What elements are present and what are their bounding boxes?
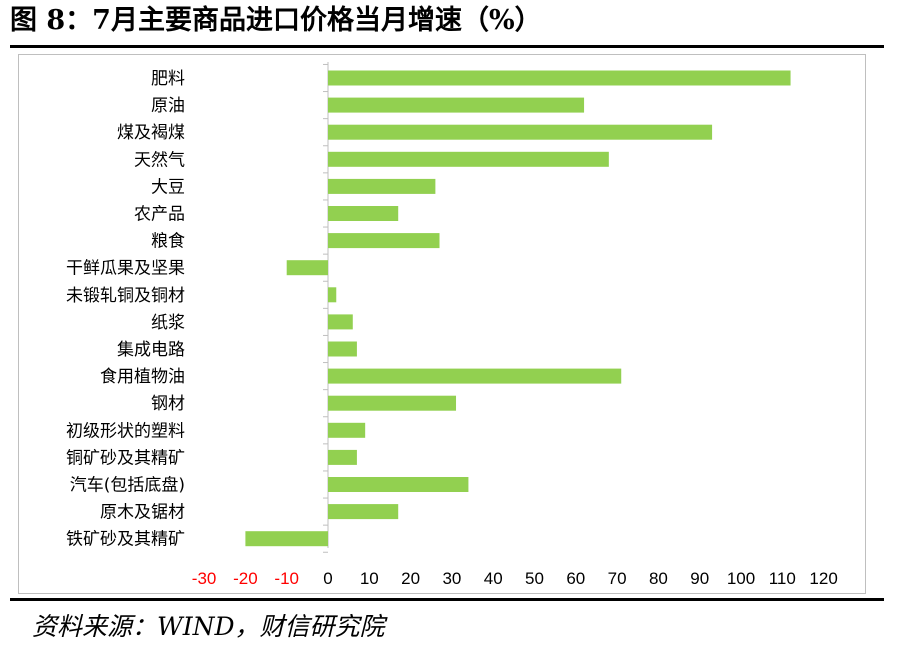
- bar: [328, 151, 609, 167]
- x-tick-label: 90: [690, 569, 709, 588]
- bar: [328, 287, 337, 303]
- category-label: 纸浆: [151, 313, 185, 333]
- bar: [328, 449, 357, 465]
- category-label: 初级形状的塑料: [66, 421, 185, 441]
- category-label: 原油: [151, 96, 185, 116]
- category-label: 钢材: [151, 394, 185, 414]
- x-tick-label: 20: [401, 569, 420, 588]
- x-tick-label: -10: [274, 569, 299, 588]
- x-tick-label: -20: [233, 569, 258, 588]
- bar: [328, 233, 440, 249]
- category-label: 大豆: [151, 177, 185, 197]
- x-tick-label: 110: [769, 569, 796, 588]
- x-tick-label: 40: [484, 569, 503, 588]
- category-label: 农产品: [134, 205, 185, 225]
- category-label: 汽车(包括底盘): [70, 476, 185, 496]
- category-label: 铜矿砂及其精矿: [66, 448, 185, 468]
- category-label: 煤及褐煤: [117, 123, 185, 143]
- bar: [328, 178, 436, 194]
- bar: [328, 504, 399, 520]
- bar: [328, 206, 399, 221]
- chart-title: 图 8：7月主要商品进口价格当月增速（%）: [10, 5, 542, 36]
- x-tick-label: 80: [649, 569, 668, 588]
- category-label: 天然气: [134, 150, 185, 170]
- category-label: 粮食: [151, 232, 185, 252]
- bar: [328, 314, 353, 330]
- category-label: 食用植物油: [100, 367, 185, 387]
- x-tick-label: 30: [442, 569, 461, 588]
- x-tick-label: 60: [566, 569, 585, 588]
- bar: [328, 477, 469, 492]
- source-rule: [10, 598, 884, 601]
- category-label: 干鲜瓜果及坚果: [66, 259, 185, 279]
- x-tick-label: -30: [192, 569, 217, 588]
- bar: [328, 341, 357, 357]
- bar: [328, 395, 457, 411]
- x-tick-label: 50: [525, 569, 544, 588]
- bar: [328, 422, 366, 438]
- chart-frame: [18, 54, 866, 594]
- source-note: 资料来源：WIND，财信研究院: [32, 612, 385, 641]
- bar: [328, 70, 791, 86]
- category-label: 铁矿砂及其精矿: [66, 530, 185, 550]
- bar: [328, 368, 622, 384]
- category-label: 肥料: [151, 69, 185, 89]
- category-label: 原木及锯材: [100, 503, 185, 523]
- x-tick-label: 10: [360, 569, 379, 588]
- bar: [286, 260, 328, 276]
- category-label: 未锻轧铜及铜材: [66, 286, 185, 306]
- x-tick-label: 120: [809, 569, 837, 588]
- title-rule: [10, 45, 884, 48]
- x-tick-label: 70: [608, 569, 627, 588]
- x-tick-label: 100: [727, 569, 755, 588]
- bar: [245, 531, 328, 547]
- category-label: 集成电路: [117, 340, 185, 360]
- bar: [328, 97, 585, 113]
- bar: [328, 124, 713, 140]
- x-tick-label: 0: [323, 569, 332, 588]
- bar-chart: 肥料原油煤及褐煤天然气大豆农产品粮食干鲜瓜果及坚果未锻轧铜及铜材纸浆集成电路食用…: [66, 62, 838, 588]
